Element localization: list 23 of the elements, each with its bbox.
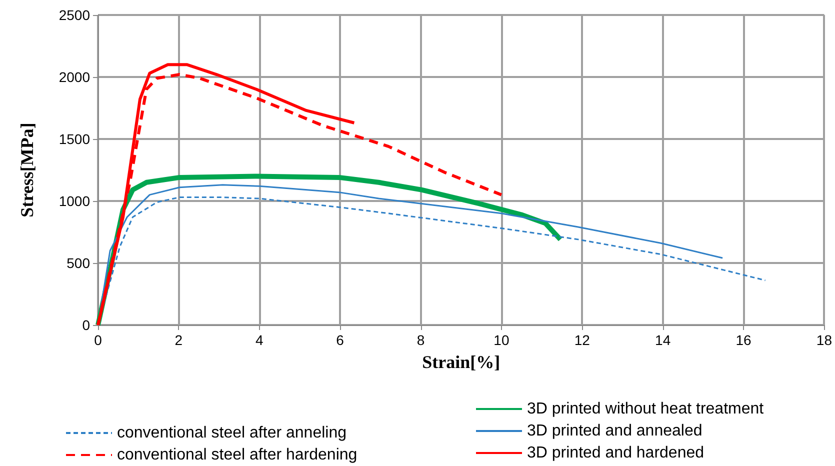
legend-label: 3D printed and annealed <box>527 422 702 440</box>
y-tick-label: 0 <box>82 317 90 333</box>
x-tick-label: 12 <box>574 332 590 348</box>
x-tick-label: 4 <box>255 332 264 348</box>
legend-label: 3D printed without heat treatment <box>527 400 764 418</box>
y-tick-label: 1500 <box>58 131 90 147</box>
x-tick-label: 6 <box>336 332 344 348</box>
y-tick-label: 2000 <box>58 69 90 85</box>
x-tick-label: 10 <box>494 332 510 348</box>
x-tick-label: 0 <box>94 332 102 348</box>
x-tick-label: 18 <box>816 332 832 348</box>
legend-label: conventional steel after anneling <box>117 424 346 442</box>
x-tick-label: 2 <box>174 332 183 348</box>
x-tick-label: 14 <box>655 332 671 348</box>
x-tick-label: 8 <box>416 332 425 348</box>
y-axis-title: Stress[MPa] <box>17 122 37 218</box>
x-tick-label: 16 <box>736 332 752 348</box>
y-tick-label: 500 <box>66 255 90 271</box>
legend-label: conventional steel after hardening <box>117 446 358 464</box>
x-axis-title: Strain[%] <box>422 352 500 372</box>
y-tick-label: 2500 <box>58 7 90 23</box>
legend-label: 3D printed and hardened <box>527 444 704 462</box>
y-tick-label: 1000 <box>58 193 90 209</box>
